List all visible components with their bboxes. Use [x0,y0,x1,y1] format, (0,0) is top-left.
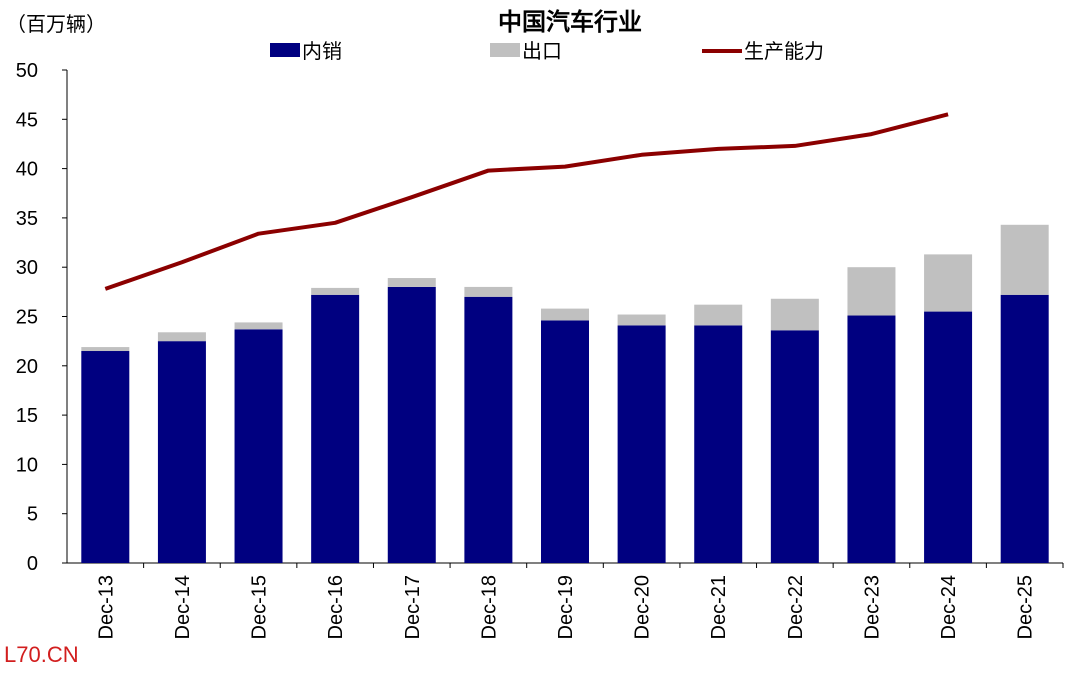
capacity-line-group [104,112,949,291]
chart-title: 中国汽车行业 [498,8,642,36]
x-tick-label: Dec-18 [478,575,500,639]
legend-swatch [270,43,300,57]
bar-domestic [1000,294,1049,563]
legend-swatch [490,43,520,57]
bar-export [81,347,130,352]
y-tick-label: 40 [16,159,38,181]
bar-domestic [157,341,206,563]
bar-domestic [81,351,130,563]
x-tick-label: Dec-20 [632,575,654,639]
x-tick-label: Dec-24 [938,575,960,639]
axes: 0 5 10 15 20 25 30 35 40 45 50 Dec-13 Dec-14 Dec-15 De… [16,60,1064,639]
bar-domestic [847,315,896,563]
x-tick-label: Dec-15 [249,575,271,639]
y-axis-unit-label: （百万辆） [6,13,106,36]
bar-export [924,254,973,312]
x-tick-label: Dec-17 [402,575,424,639]
y-tick-label: 15 [16,405,38,427]
capacity-line [104,112,949,291]
bar-domestic [694,325,743,563]
y-tick-label: 45 [16,109,38,131]
y-tick-label: 5 [27,504,38,526]
bar-export [541,308,589,321]
bar-export [157,332,206,342]
bar-export [311,287,360,295]
bar-domestic [464,296,513,563]
bar-export [694,304,743,326]
bar-export [617,314,666,326]
bar-domestic [541,320,589,563]
x-tick-label: Dec-19 [555,575,577,639]
bar-domestic [770,330,819,563]
bar-domestic [617,325,666,563]
bar-export [387,278,436,287]
x-tick-label: Dec-14 [172,575,194,639]
legend-label: 出口 [522,40,562,63]
x-tick-label: Dec-13 [95,575,117,639]
x-tick-label: Dec-22 [785,575,807,639]
legend-label: 生产能力 [744,40,824,63]
bar-domestic [234,329,283,563]
y-tick-label: 50 [16,60,38,82]
x-tick-label: Dec-21 [708,575,730,639]
x-tick-label: Dec-16 [325,575,347,639]
bar-export [1000,224,1049,295]
bars [81,224,1049,563]
bar-domestic [924,311,973,563]
y-tick-label: 25 [16,307,38,329]
bar-export [770,298,819,331]
legend: 内销 出口 生产能力 [270,40,824,63]
x-tick-label: Dec-23 [861,575,883,639]
bar-export [847,267,896,316]
bar-export [464,286,513,297]
x-tick-label: Dec-25 [1015,575,1037,639]
y-tick-label: 20 [16,356,38,378]
bar-domestic [311,294,360,563]
bar-export [234,322,283,330]
y-tick-label: 35 [16,208,38,230]
y-tick-label: 0 [27,553,38,575]
y-tick-label: 10 [16,454,38,476]
legend-label: 内销 [302,40,342,63]
watermark: L70.CN [4,642,79,667]
y-tick-label: 30 [16,257,38,279]
bar-domestic [387,286,436,563]
